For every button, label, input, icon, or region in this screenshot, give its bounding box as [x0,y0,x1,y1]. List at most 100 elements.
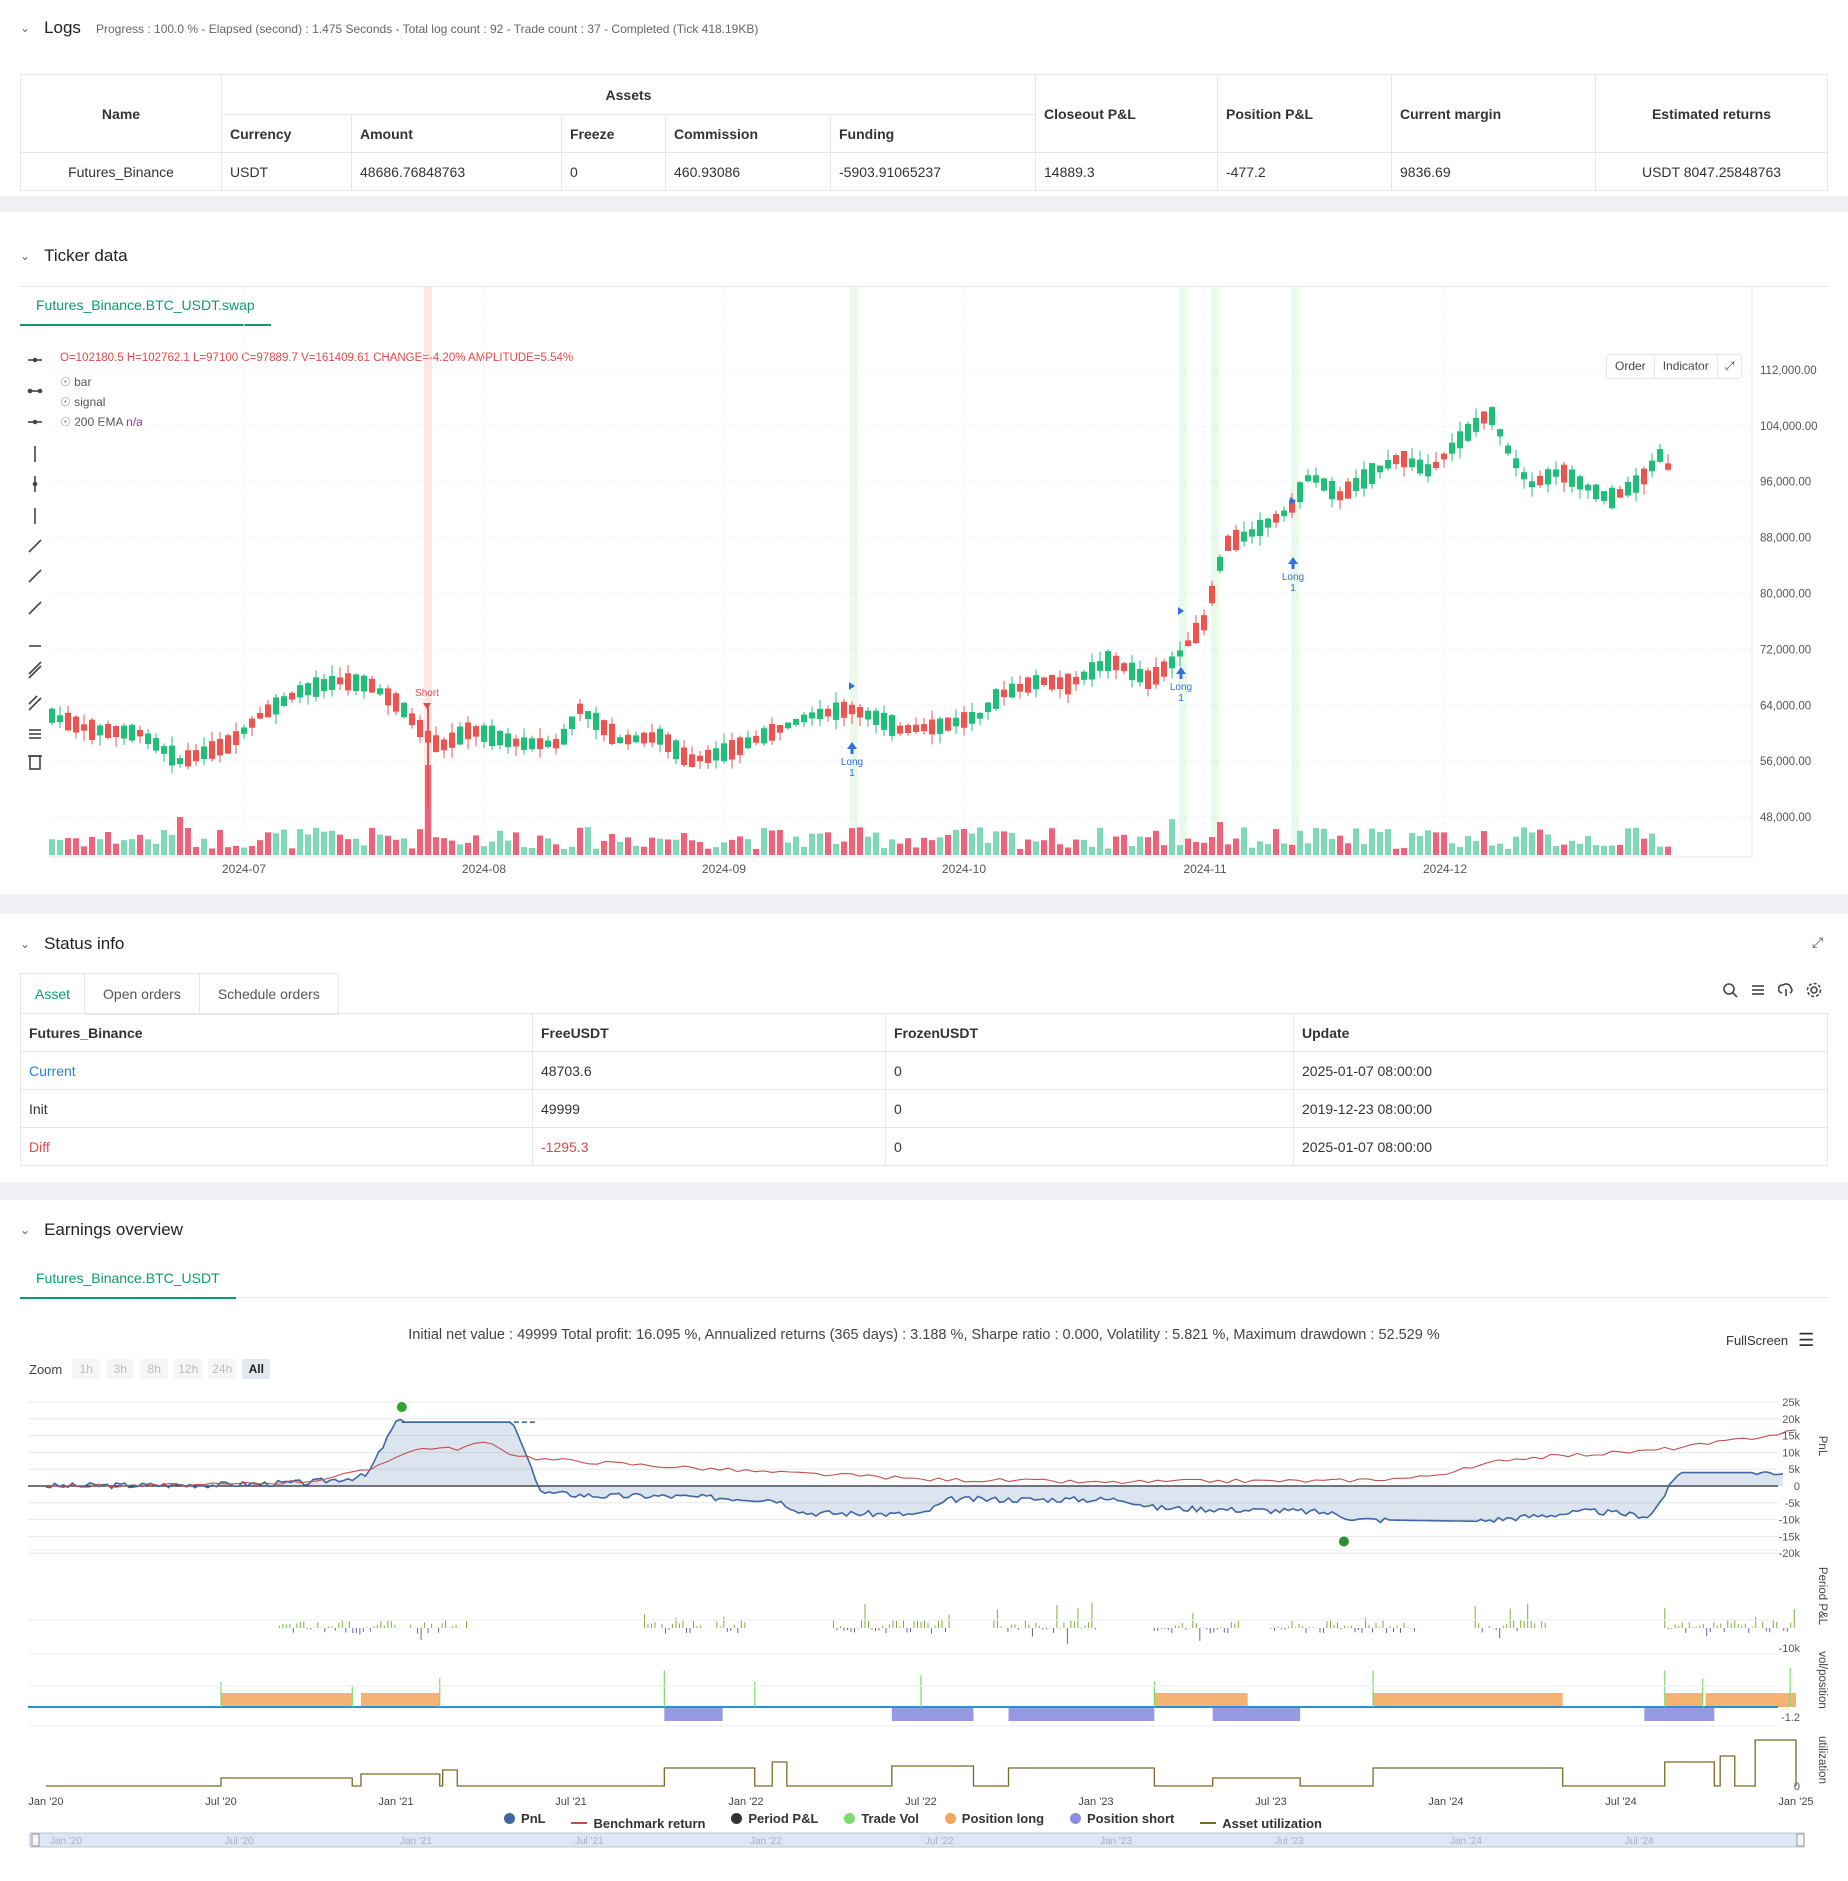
series-bar[interactable]: ☉ bar [60,372,143,392]
collapse-icon[interactable]: ⤢ [1812,934,1824,950]
zoom-24h-button[interactable]: 24h [208,1359,237,1379]
status-header[interactable]: ⌄ Status info [20,934,124,954]
volume-bar [1641,838,1647,855]
volume-bar [649,837,655,855]
candlestick-chart[interactable]: 112,000.00 104,000.00 96,000.00 88,000.00 80… [0,212,1848,894]
chevron-down-icon[interactable]: ⌄ [20,937,31,951]
fullscreen-button[interactable]: FullScreen ☰ [1726,1330,1814,1351]
eye-icon[interactable]: ☉ [60,415,71,429]
tab-schedule-orders[interactable]: Schedule orders [199,973,339,1015]
volume-bar [521,847,527,855]
candle-body [489,725,495,747]
legend-position-short[interactable]: Position short [1070,1811,1174,1826]
tab-open-orders[interactable]: Open orders [85,973,200,1015]
cloud-download-icon[interactable] [1778,982,1794,998]
earnings-chart[interactable]: 25k 20k 15k 10k 5k 0 -5k -10k -15k -20k -10k -1.2 0 P… [0,1200,1848,1881]
row-label-current[interactable]: Current [20,1051,533,1090]
volume-bar [1249,847,1255,855]
candle-body [1121,663,1127,672]
legend-trade-vol[interactable]: Trade Vol [844,1811,919,1826]
chevron-down-icon[interactable]: ⌄ [20,1223,31,1237]
candle-body [865,710,871,720]
candle-body [1265,518,1271,528]
chevron-down-icon[interactable]: ⌄ [20,249,31,263]
navigator-left-handle[interactable] [31,1833,40,1847]
logs-header[interactable]: ⌄ Logs [20,18,81,38]
cell: 2025-01-07 08:00:00 [1293,1127,1828,1166]
eye-icon[interactable]: ☉ [60,375,71,389]
legend-dot [1070,1813,1081,1824]
tab-ticker-symbol[interactable]: Futures_Binance.BTC_USDT.swap [20,286,271,326]
candle-body [1505,445,1511,454]
legend-position-long[interactable]: Position long [944,1811,1044,1826]
candle-body [873,710,879,725]
chevron-down-icon[interactable]: ⌄ [20,21,31,35]
indicator-button[interactable]: Indicator [1655,355,1718,378]
candle-body [913,724,919,732]
ohlc-low: L=97100 [193,352,239,364]
drawing-tools-icons[interactable] [24,352,46,782]
candle-body [705,749,711,764]
volume-bar [1177,845,1183,855]
volume-bar [1489,845,1495,855]
volume-bar [1281,843,1287,855]
expand-icon[interactable]: ⤢ [1724,359,1735,373]
ticker-header[interactable]: ⌄ Ticker data [20,246,128,266]
zoom-8h-button[interactable]: 8h [140,1359,169,1379]
candle-body [417,720,423,738]
volume-bar [113,843,119,855]
volume-bar [913,847,919,855]
cell: 0 [885,1127,1294,1166]
entry-flag-icon [1178,607,1184,615]
tab-asset[interactable]: Asset [20,973,86,1015]
signal-label: Long [1282,572,1304,583]
price-tick-label: 64,000.00 [1760,700,1811,712]
zoom-all-button[interactable]: All [242,1359,271,1379]
long-arrow-icon [1288,557,1298,569]
list-icon[interactable] [1750,982,1766,998]
legend-benchmark[interactable]: Benchmark return [571,1816,705,1831]
candle-body [1481,411,1487,424]
cell: 2019-12-23 08:00:00 [1293,1089,1828,1128]
navigator-right-handle[interactable] [1796,1833,1805,1847]
volume-bar [553,844,559,855]
zoom-3h-button[interactable]: 3h [106,1359,135,1379]
volume-bar [137,834,143,855]
position-short-block [664,1707,723,1721]
row-label-init: Init [20,1089,533,1128]
navigator-track[interactable] [30,1833,1804,1847]
legend-asset-utilization[interactable]: Asset utilization [1200,1816,1322,1831]
volume-bar [1185,838,1191,855]
candle-body [945,717,951,731]
legend-period-pnl[interactable]: Period P&L [731,1811,818,1826]
gear-icon[interactable] [1806,982,1822,998]
earnings-header[interactable]: ⌄ Earnings overview [20,1220,183,1240]
candle-body [321,679,327,692]
volume-bar [89,836,95,855]
zoom-1h-button[interactable]: 1h [72,1359,101,1379]
volume-bar [1345,843,1351,855]
search-icon[interactable] [1722,982,1738,998]
zoom-12h-button[interactable]: 12h [174,1359,203,1379]
volume-bar [1585,835,1591,855]
legend-pnl[interactable]: PnL [504,1811,546,1826]
candle-body [937,718,943,734]
menu-icon[interactable]: ☰ [1798,1330,1815,1350]
cell: 0 [885,1089,1294,1128]
volume-bar [1193,842,1199,855]
candle-body [809,712,815,719]
series-signal[interactable]: ☉ signal [60,392,143,412]
tab-earnings-symbol[interactable]: Futures_Binance.BTC_USDT [20,1259,236,1299]
volume-bar [1369,828,1375,855]
candle-body [73,716,79,733]
volume-bar [1457,846,1463,855]
volume-bar [1481,831,1487,855]
short-arrow-icon [423,703,431,709]
volume-bar [577,827,583,855]
volume-bar [1137,836,1143,855]
candle-body [841,701,847,718]
cell: -1295.3 [532,1127,886,1166]
eye-icon[interactable]: ☉ [60,395,71,409]
candle-body [761,728,767,744]
volume-bar [1353,828,1359,855]
